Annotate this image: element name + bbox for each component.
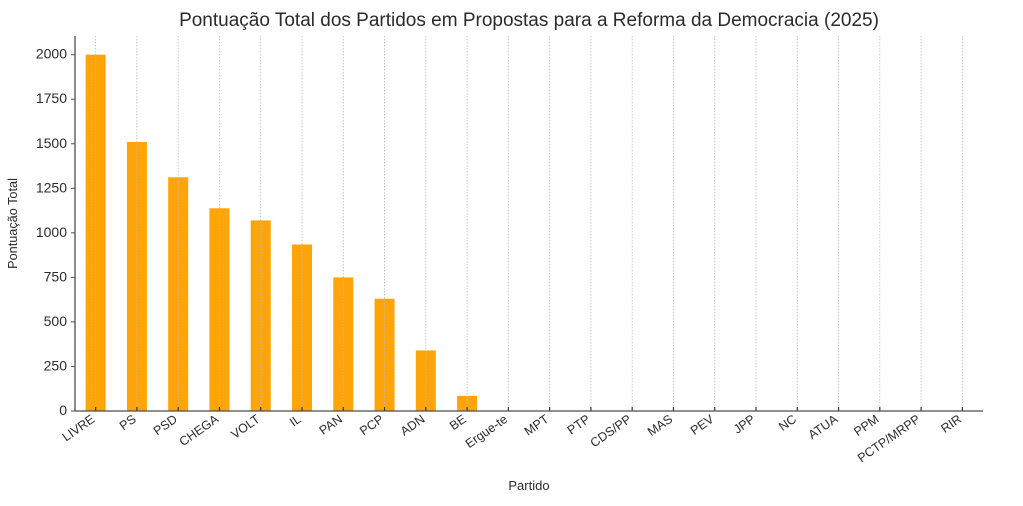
svg-text:PPM: PPM xyxy=(851,412,881,439)
svg-text:500: 500 xyxy=(44,313,68,329)
svg-text:1250: 1250 xyxy=(36,179,67,195)
svg-text:Ergue-te: Ergue-te xyxy=(463,412,510,451)
svg-text:ATUA: ATUA xyxy=(806,412,841,442)
svg-text:RIR: RIR xyxy=(938,412,964,436)
svg-text:Pontuação Total: Pontuação Total xyxy=(6,178,20,269)
svg-text:750: 750 xyxy=(44,268,68,284)
svg-text:IL: IL xyxy=(287,412,304,429)
svg-text:ADN: ADN xyxy=(398,412,428,439)
svg-text:250: 250 xyxy=(44,357,68,373)
svg-text:NC: NC xyxy=(776,412,799,434)
svg-text:1000: 1000 xyxy=(36,224,67,240)
svg-text:2000: 2000 xyxy=(36,46,67,62)
svg-text:1750: 1750 xyxy=(36,90,67,106)
svg-text:0: 0 xyxy=(59,402,67,418)
svg-text:MPT: MPT xyxy=(522,412,552,439)
svg-text:CHEGA: CHEGA xyxy=(177,412,222,449)
svg-text:PS: PS xyxy=(117,412,139,433)
svg-text:PTP: PTP xyxy=(565,412,593,437)
svg-text:1500: 1500 xyxy=(36,135,67,151)
svg-text:CDS/PP: CDS/PP xyxy=(588,412,634,450)
svg-text:MAS: MAS xyxy=(645,412,675,439)
svg-text:JPP: JPP xyxy=(731,412,758,437)
svg-text:PCP: PCP xyxy=(357,412,386,438)
svg-text:VOLT: VOLT xyxy=(228,412,262,442)
svg-text:BE: BE xyxy=(447,412,469,433)
svg-text:PSD: PSD xyxy=(151,412,180,438)
svg-text:PAN: PAN xyxy=(317,412,345,438)
svg-text:PEV: PEV xyxy=(688,412,717,438)
